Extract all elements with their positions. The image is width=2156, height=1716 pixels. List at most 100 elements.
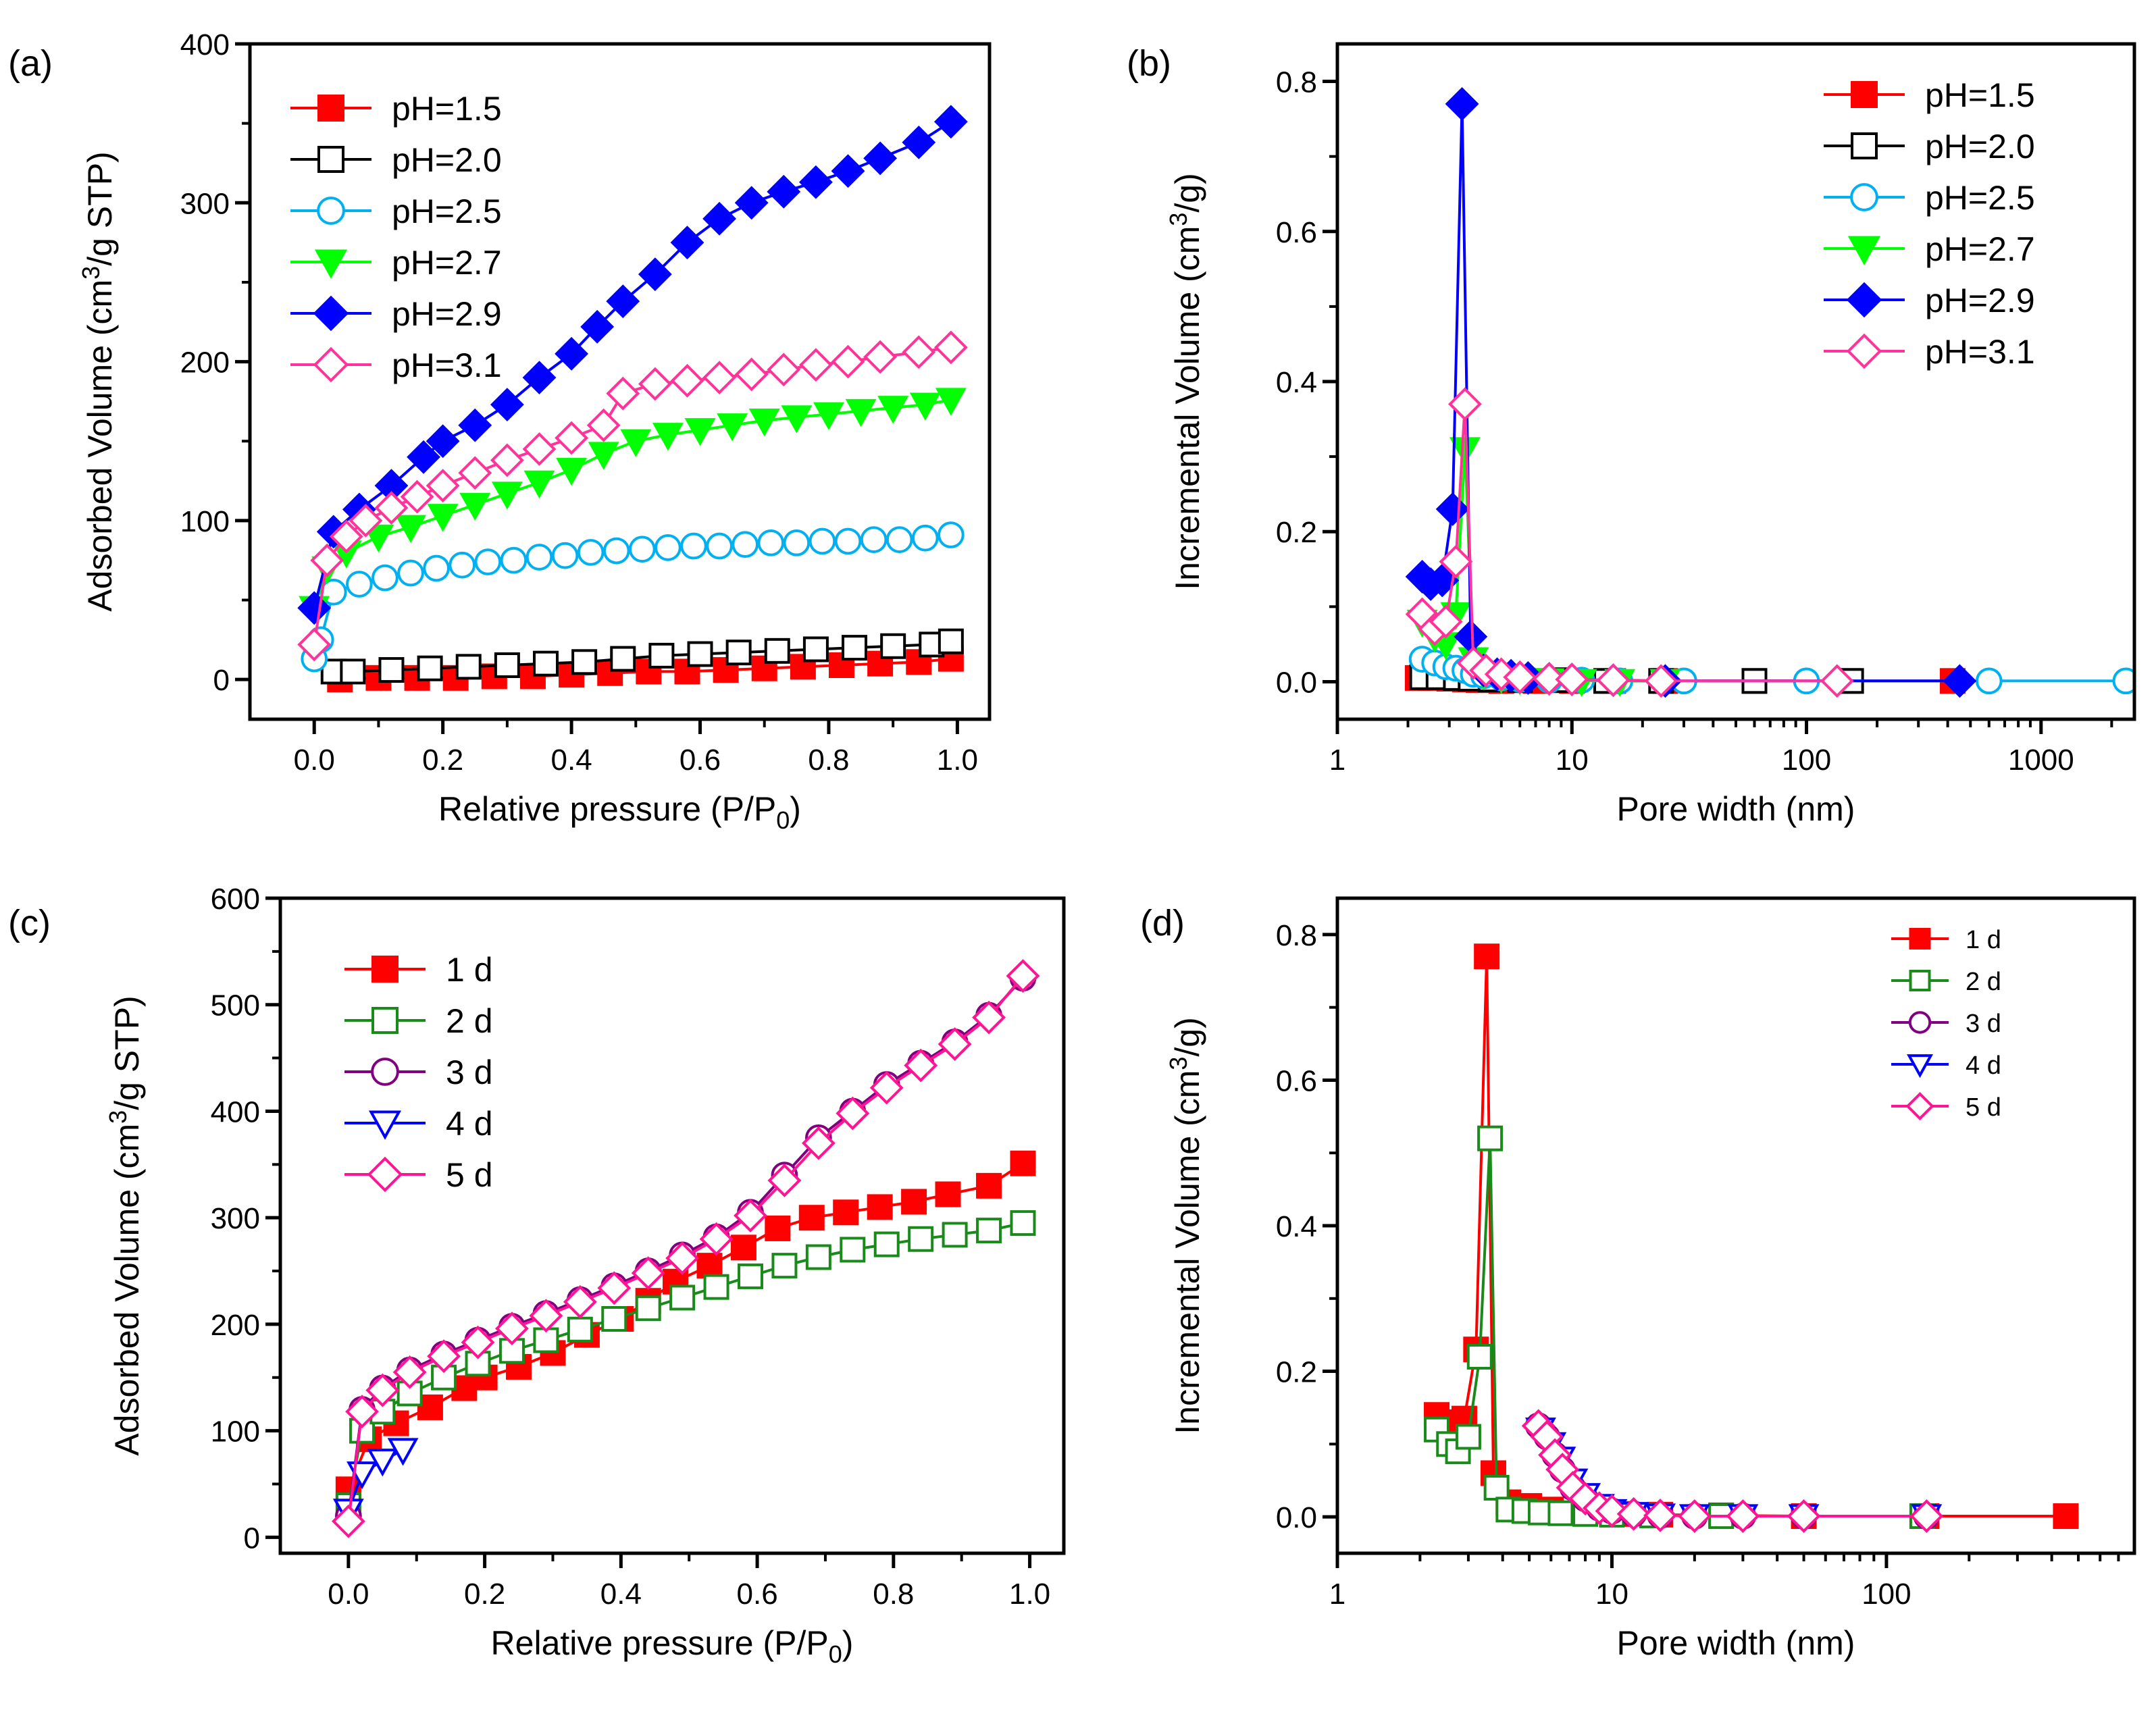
x-axis-label-text: Relative pressure (P/P bbox=[491, 1624, 829, 1662]
data-point bbox=[563, 1284, 597, 1319]
data-point bbox=[798, 348, 833, 382]
y-tick-label: 300 bbox=[180, 187, 230, 220]
legend-item: pH=2.5 bbox=[1824, 179, 2035, 217]
data-point bbox=[1595, 1494, 1629, 1528]
data-point bbox=[840, 1237, 866, 1263]
y-axis-label-sup: 3 bbox=[1164, 213, 1192, 226]
data-point bbox=[567, 1316, 593, 1343]
y-tick-label: 200 bbox=[211, 1309, 260, 1342]
legend-item: pH=3.1 bbox=[290, 346, 502, 384]
legend-item: 4 d bbox=[344, 1105, 493, 1143]
panel-a: (a) 0 100 200 300 400 0.0 0.2 0.4 0.6 0.8 1.0 Relati… bbox=[8, 28, 992, 834]
data-point bbox=[798, 165, 833, 199]
legend-marker bbox=[317, 95, 344, 122]
data-point bbox=[798, 1205, 825, 1231]
x-tick-label: 10 bbox=[1595, 1578, 1628, 1611]
legend-item: 3 d bbox=[1891, 1010, 2001, 1038]
data-point bbox=[717, 413, 748, 442]
y-tick-label: 100 bbox=[180, 505, 230, 538]
data-point bbox=[458, 408, 492, 442]
data-point bbox=[363, 524, 394, 553]
series-line bbox=[346, 974, 1025, 1522]
legend-label: pH=2.7 bbox=[1925, 230, 2035, 268]
legend-item: 3 d bbox=[344, 1054, 493, 1091]
x-tick-label: 0.2 bbox=[464, 1578, 505, 1611]
data-point bbox=[1596, 663, 1631, 698]
y-axis-label-sup: 3 bbox=[1164, 1057, 1192, 1070]
x-tick-label: 0.6 bbox=[737, 1578, 778, 1611]
legend-label: 5 d bbox=[1966, 1093, 2001, 1122]
series-line bbox=[347, 1162, 1024, 1490]
data-point bbox=[423, 554, 450, 582]
series-pH-3-1 bbox=[297, 330, 968, 662]
data-point bbox=[586, 408, 621, 442]
y-tick-label: 0.0 bbox=[1276, 666, 1317, 699]
data-point bbox=[340, 658, 366, 685]
data-point bbox=[972, 1000, 1006, 1035]
legend-marker bbox=[313, 295, 349, 332]
legend-label: pH=2.5 bbox=[392, 192, 502, 230]
data-point bbox=[1435, 492, 1470, 526]
data-point bbox=[571, 649, 598, 675]
data-point bbox=[310, 543, 344, 577]
y-tick-label: 0.0 bbox=[1276, 1501, 1317, 1534]
data-point bbox=[417, 655, 443, 681]
x-tick-label: 1 bbox=[1329, 1578, 1345, 1611]
data-point bbox=[738, 1263, 763, 1289]
legend-label: 3 d bbox=[1966, 1010, 2001, 1038]
x-tick-label: 0.4 bbox=[600, 1578, 642, 1611]
panel-label: (b) bbox=[1127, 43, 1171, 84]
legend-label: 1 d bbox=[446, 951, 493, 989]
data-point bbox=[297, 627, 332, 662]
data-point bbox=[601, 1306, 627, 1332]
data-point bbox=[1006, 959, 1040, 993]
x-tick-label: 1.0 bbox=[937, 744, 978, 777]
legend-marker bbox=[1909, 928, 1931, 950]
data-point bbox=[1616, 1497, 1651, 1531]
data-point bbox=[1547, 1500, 1574, 1526]
legend-marker bbox=[317, 197, 345, 225]
legend-marker bbox=[1847, 236, 1881, 265]
legend-label: pH=2.9 bbox=[1925, 282, 2035, 319]
data-point bbox=[331, 1504, 365, 1538]
legend-item: pH=1.5 bbox=[1824, 76, 2035, 114]
data-point bbox=[1455, 1424, 1481, 1450]
legend-label: 4 d bbox=[446, 1105, 493, 1143]
data-point bbox=[670, 226, 704, 260]
y-axis-label-text: Incremental Volume (cm bbox=[1169, 1070, 1206, 1434]
data-point bbox=[702, 361, 737, 395]
data-point bbox=[387, 1438, 419, 1466]
data-point bbox=[765, 1215, 791, 1241]
y-tick-label: 0.6 bbox=[1276, 1064, 1317, 1097]
legend-marker bbox=[1850, 183, 1878, 211]
data-point bbox=[2112, 667, 2134, 695]
legend: pH=1.5 pH=2.0 pH=2.5 pH=2.7 pH=2.9 pH=3.1 bbox=[1824, 76, 2035, 371]
legend-marker bbox=[368, 1110, 402, 1140]
legend-item: 5 d bbox=[1891, 1091, 2001, 1122]
data-point bbox=[901, 1189, 927, 1215]
legend-label: 5 d bbox=[446, 1156, 493, 1194]
data-point bbox=[297, 591, 332, 625]
data-point bbox=[734, 357, 769, 392]
x-tick-label: 1.0 bbox=[1009, 1578, 1050, 1611]
data-point bbox=[783, 529, 811, 556]
legend-label: pH=3.1 bbox=[1925, 333, 2035, 371]
data-point bbox=[1439, 544, 1473, 579]
series-pH-2-9 bbox=[1405, 86, 1977, 698]
legend-marker bbox=[314, 249, 348, 279]
series-2-d bbox=[1424, 1125, 1935, 1530]
data-point bbox=[1643, 1499, 1677, 1532]
data-point bbox=[654, 534, 682, 561]
y-axis-label-end: /g) bbox=[1169, 1017, 1206, 1056]
data-point bbox=[873, 1231, 900, 1257]
series-pH-2-5 bbox=[301, 521, 965, 673]
y-tick-label: 0.6 bbox=[1276, 216, 1317, 249]
data-point bbox=[427, 504, 459, 532]
plot-frame bbox=[248, 42, 992, 721]
legend-item: 1 d bbox=[344, 951, 493, 989]
data-point bbox=[730, 1234, 756, 1261]
series-line bbox=[313, 398, 952, 608]
data-point bbox=[426, 469, 460, 503]
legend-marker bbox=[313, 346, 349, 383]
